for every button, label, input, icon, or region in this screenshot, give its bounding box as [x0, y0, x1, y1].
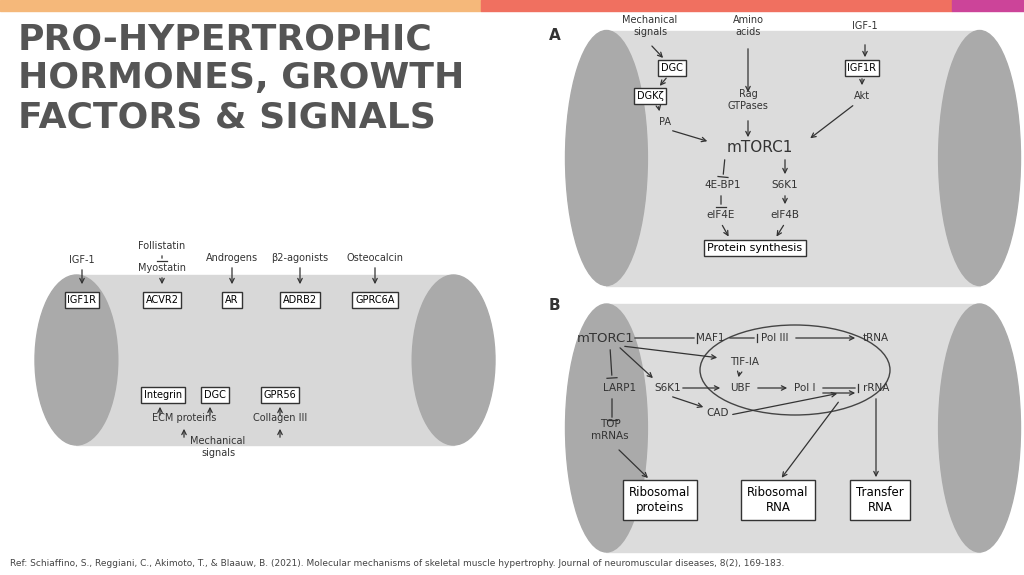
Text: PRO-HYPERTROPHIC
HORMONES, GROWTH
FACTORS & SIGNALS: PRO-HYPERTROPHIC HORMONES, GROWTH FACTOR… — [18, 22, 464, 135]
Text: mTORC1: mTORC1 — [727, 140, 794, 155]
Text: mTORC1: mTORC1 — [578, 332, 635, 344]
Text: ECM proteins: ECM proteins — [152, 413, 216, 423]
Bar — [0, 0, 481, 11]
Text: Pol III: Pol III — [761, 333, 788, 343]
Text: TOP
mRNAs: TOP mRNAs — [591, 419, 629, 441]
Text: Protein synthesis: Protein synthesis — [708, 243, 803, 253]
Text: IGF1R: IGF1R — [848, 63, 877, 73]
Text: MAF1: MAF1 — [695, 333, 724, 343]
Ellipse shape — [565, 304, 647, 552]
Text: Amino
acids: Amino acids — [732, 15, 764, 37]
Text: IGF-1: IGF-1 — [70, 255, 95, 265]
Text: DGC: DGC — [204, 390, 226, 400]
Text: rRNA: rRNA — [863, 383, 889, 393]
Text: Ribosomal
RNA: Ribosomal RNA — [748, 486, 809, 514]
Text: eIF4E: eIF4E — [707, 210, 735, 220]
Text: Integrin: Integrin — [144, 390, 182, 400]
Text: Ref: Schiaffino, S., Reggiani, C., Akimoto, T., & Blaauw, B. (2021). Molecular m: Ref: Schiaffino, S., Reggiani, C., Akimo… — [10, 558, 784, 568]
Text: Follistatin: Follistatin — [138, 241, 185, 251]
Text: DGKζ: DGKζ — [637, 91, 664, 101]
Ellipse shape — [35, 275, 118, 445]
Text: Mechanical
signals: Mechanical signals — [623, 15, 678, 37]
Text: CAD: CAD — [707, 408, 729, 418]
Text: B: B — [549, 298, 560, 313]
Bar — [606, 304, 980, 552]
Text: ACVR2: ACVR2 — [145, 295, 178, 305]
Ellipse shape — [413, 275, 495, 445]
Ellipse shape — [939, 30, 1021, 286]
Bar — [952, 0, 1024, 11]
Text: IGF-1: IGF-1 — [852, 21, 878, 31]
Text: Rag
GTPases: Rag GTPases — [728, 89, 768, 111]
Ellipse shape — [939, 304, 1021, 552]
Text: GPRC6A: GPRC6A — [355, 295, 394, 305]
Text: eIF4B: eIF4B — [770, 210, 800, 220]
Text: LARP1: LARP1 — [603, 383, 637, 393]
Text: GPR56: GPR56 — [263, 390, 296, 400]
Text: DGC: DGC — [662, 63, 683, 73]
Text: A: A — [549, 28, 561, 43]
Text: Myostatin: Myostatin — [138, 263, 186, 273]
Bar — [77, 275, 454, 445]
Bar — [606, 30, 980, 286]
Text: Mechanical
signals: Mechanical signals — [190, 436, 246, 458]
Text: Transfer
RNA: Transfer RNA — [856, 486, 904, 514]
Text: AR: AR — [225, 295, 239, 305]
Text: Ribosomal
proteins: Ribosomal proteins — [630, 486, 691, 514]
Bar — [481, 0, 952, 11]
Text: Pol I: Pol I — [795, 383, 816, 393]
Text: 4E-BP1: 4E-BP1 — [705, 180, 741, 190]
Text: Collagen III: Collagen III — [253, 413, 307, 423]
Text: S6K1: S6K1 — [654, 383, 681, 393]
Ellipse shape — [565, 30, 647, 286]
Text: ADRB2: ADRB2 — [283, 295, 317, 305]
Text: β2-agonists: β2-agonists — [271, 253, 329, 263]
Text: TIF-IA: TIF-IA — [730, 357, 760, 367]
Text: Osteocalcin: Osteocalcin — [346, 253, 403, 263]
Text: UBF: UBF — [730, 383, 751, 393]
Text: Akt: Akt — [854, 91, 870, 101]
Text: S6K1: S6K1 — [772, 180, 799, 190]
Text: IGF1R: IGF1R — [68, 295, 96, 305]
Text: tRNA: tRNA — [863, 333, 889, 343]
Text: PA: PA — [659, 117, 671, 127]
Text: Androgens: Androgens — [206, 253, 258, 263]
